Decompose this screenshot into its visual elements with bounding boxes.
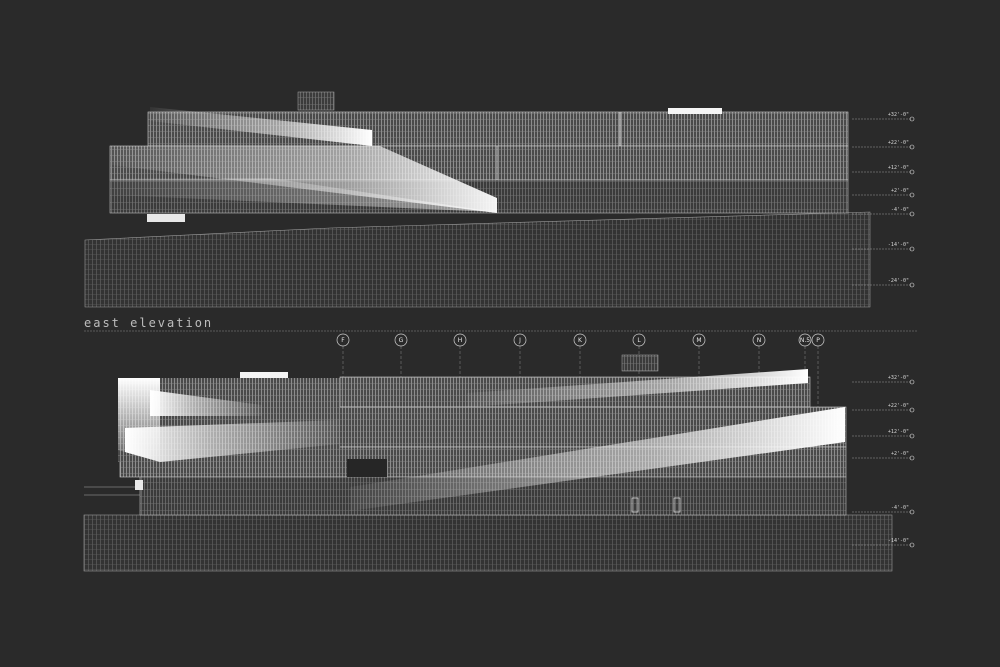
grid-label: K bbox=[578, 337, 583, 344]
upper-ramp-top bbox=[150, 107, 372, 146]
grid-label: J bbox=[518, 337, 521, 344]
level-label: +32'-0" bbox=[888, 375, 909, 381]
grid-label: M bbox=[696, 337, 701, 344]
upper-roof-box bbox=[297, 91, 335, 111]
level-marker: +22'-0" bbox=[852, 140, 915, 150]
grid-label: F bbox=[341, 337, 345, 344]
level-label: +12'-0" bbox=[888, 429, 909, 435]
lower-podium bbox=[83, 514, 893, 572]
upper-ramp-mid bbox=[112, 146, 497, 213]
level-marker: +12'-0" bbox=[852, 165, 915, 175]
upper-elevation bbox=[84, 91, 871, 308]
grid-label: P bbox=[816, 337, 820, 344]
level-label: +12'-0" bbox=[888, 165, 909, 171]
level-marker: -14'-0" bbox=[852, 538, 915, 548]
lower-elevation bbox=[83, 354, 893, 572]
lower-level-markers: +32'-0" +22'-0" +12'-0" +2'-0" -4'-0" -14'-0" bbox=[852, 375, 915, 548]
level-label: -4'-0" bbox=[891, 505, 909, 511]
grid-label: G bbox=[399, 337, 404, 344]
upper-ramp-low bbox=[112, 178, 495, 212]
level-marker: +32'-0" bbox=[852, 112, 915, 122]
level-label: -14'-0" bbox=[888, 242, 909, 248]
level-marker: +2'-0" bbox=[852, 451, 915, 461]
level-label: +22'-0" bbox=[888, 403, 909, 409]
level-label: -4'-0" bbox=[891, 207, 909, 213]
level-label: -24'-0" bbox=[888, 278, 909, 284]
level-marker: +12'-0" bbox=[852, 429, 915, 439]
lower-dark-opening bbox=[347, 459, 387, 477]
level-label: -14'-0" bbox=[888, 538, 909, 544]
grid-label: N bbox=[757, 337, 762, 344]
grid-label: N.5 bbox=[800, 337, 810, 344]
level-label: +2'-0" bbox=[891, 188, 909, 194]
level-label: +2'-0" bbox=[891, 451, 909, 457]
level-marker: +32'-0" bbox=[852, 375, 915, 385]
grid-label: H bbox=[458, 337, 463, 344]
upper-podium bbox=[84, 211, 871, 308]
level-marker: -4'-0" bbox=[852, 207, 915, 217]
level-marker: -24'-0" bbox=[852, 278, 915, 288]
lower-glow-lower bbox=[125, 420, 340, 462]
level-label: +32'-0" bbox=[888, 112, 909, 118]
upper-entry-light bbox=[147, 214, 185, 222]
level-marker: -14'-0" bbox=[852, 242, 915, 252]
level-marker: +22'-0" bbox=[852, 403, 915, 413]
level-marker: -4'-0" bbox=[852, 505, 915, 515]
drawing-title: east elevation bbox=[84, 316, 213, 330]
lower-roof-box bbox=[621, 354, 659, 372]
lower-glow-upper bbox=[150, 390, 262, 416]
upper-roof-light bbox=[668, 108, 722, 114]
level-marker: +2'-0" bbox=[852, 188, 915, 198]
grid-label: L bbox=[637, 337, 641, 344]
lower-ramp-top bbox=[467, 369, 808, 407]
level-label: +22'-0" bbox=[888, 140, 909, 146]
lower-ramp-main bbox=[350, 407, 845, 511]
lower-roof-light bbox=[240, 372, 288, 378]
upper-level-markers: +32'-0" +22'-0" +12'-0" +2'-0" -4'-0" -14'-0"… bbox=[852, 112, 915, 288]
